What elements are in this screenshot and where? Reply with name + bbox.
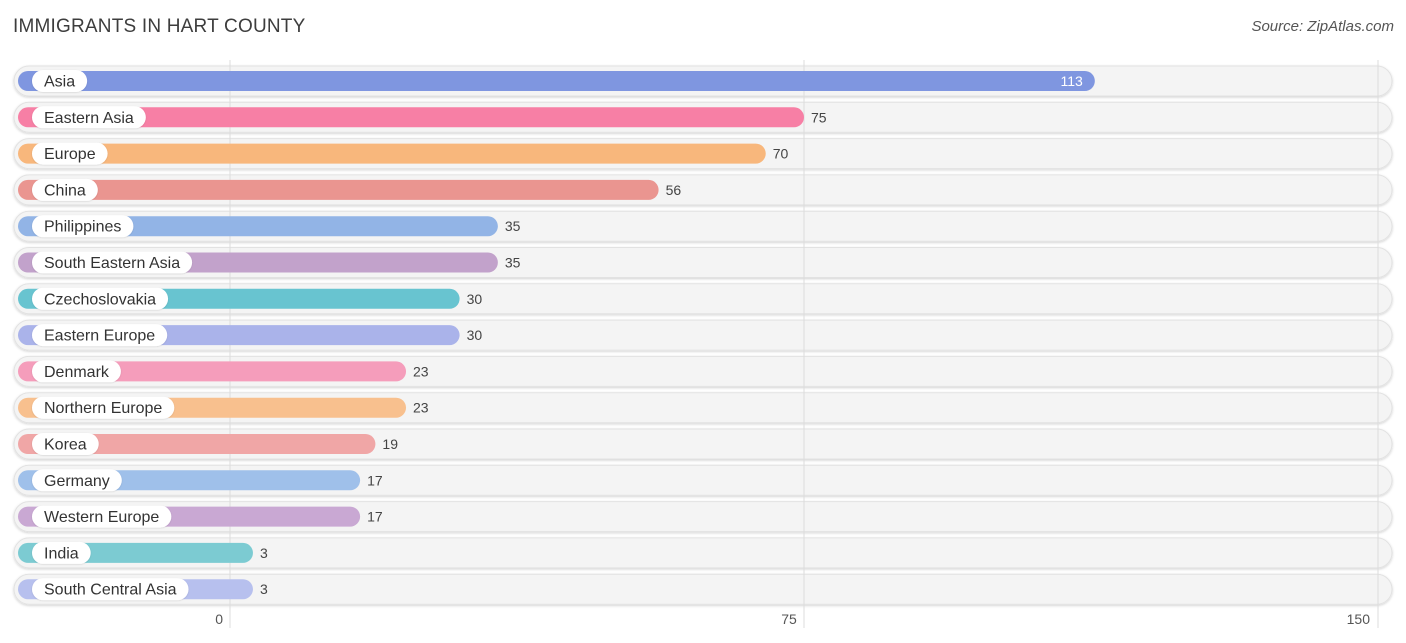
category-label: Czechoslovakia: [44, 291, 156, 308]
category-label: Asia: [44, 74, 75, 91]
category-label-bg: [32, 287, 169, 310]
value-label: 75: [811, 109, 827, 125]
chart-title: IMMIGRANTS IN HART COUNTY: [13, 16, 306, 37]
x-tick-label: 75: [781, 611, 797, 627]
category-label-bg: [32, 541, 91, 564]
value-label: 113: [1060, 73, 1083, 89]
category-label-bg: [32, 251, 193, 274]
value-label: 70: [773, 146, 789, 162]
category-label-bg: [32, 578, 189, 601]
bar: [18, 107, 804, 128]
category-label-bg: [32, 178, 98, 201]
value-label: 23: [413, 363, 429, 379]
category-label-bg: [32, 433, 99, 455]
category-label-bg: [32, 215, 134, 238]
value-label: 3: [260, 545, 268, 561]
category-label: Eastern Asia: [44, 110, 134, 127]
bar: [18, 179, 659, 200]
category-label: Denmark: [44, 364, 110, 381]
category-label: Eastern Europe: [44, 328, 155, 345]
value-label: 23: [413, 400, 429, 416]
value-label: 17: [367, 509, 383, 525]
category-label-bg: [32, 469, 122, 492]
row-background: [13, 537, 1393, 569]
value-label: 30: [467, 291, 483, 307]
category-label: China: [44, 182, 86, 199]
bar: [18, 434, 376, 454]
category-label: Northern Europe: [44, 400, 162, 417]
category-label-bg: [32, 360, 121, 383]
category-label: Korea: [44, 437, 87, 454]
value-label: 17: [367, 472, 383, 488]
value-label: 56: [666, 182, 682, 198]
category-label-bg: [32, 70, 88, 92]
source-credit: Source: ZipAtlas.com: [1251, 18, 1394, 35]
category-label: Europe: [44, 146, 96, 163]
value-label: 30: [467, 327, 483, 343]
category-label-bg: [32, 396, 175, 419]
value-label: 19: [382, 436, 398, 452]
value-label: 35: [505, 255, 521, 271]
row-background: [13, 573, 1393, 605]
bar: [18, 71, 1095, 91]
category-label: India: [44, 545, 79, 562]
category-label: Western Europe: [44, 509, 159, 526]
category-label: Philippines: [44, 219, 121, 236]
bar: [18, 143, 766, 164]
category-label: Germany: [44, 473, 110, 490]
category-label-bg: [32, 142, 108, 165]
category-label-bg: [32, 505, 172, 528]
category-label-bg: [32, 324, 168, 347]
value-label: 3: [260, 581, 268, 597]
category-label: South Central Asia: [44, 582, 177, 599]
x-tick-label: 0: [215, 611, 223, 627]
category-label: South Eastern Asia: [44, 255, 180, 272]
bar: [18, 216, 498, 237]
x-tick-label: 150: [1347, 611, 1371, 627]
row-background: [13, 464, 1393, 496]
row-background: [13, 501, 1393, 533]
value-label: 35: [505, 218, 521, 234]
category-label-bg: [32, 106, 146, 129]
